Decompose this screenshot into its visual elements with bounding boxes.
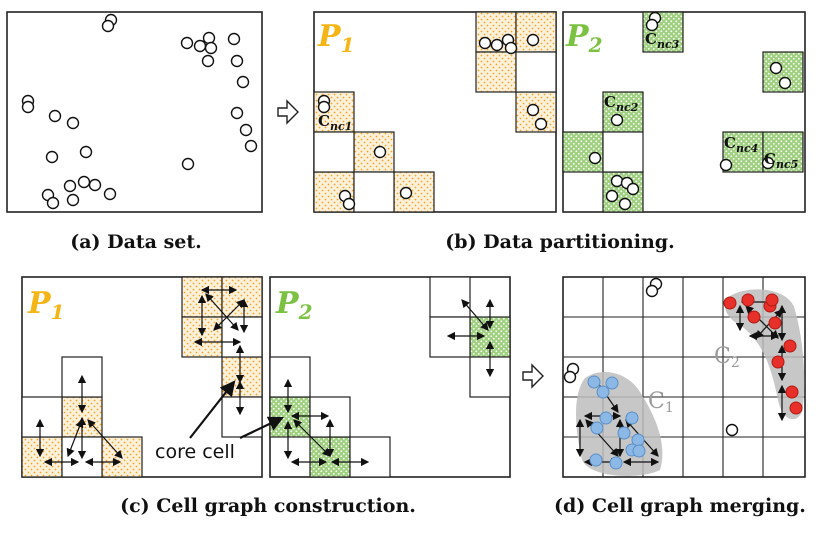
c-p2-label: P2 [275,286,313,324]
core-cell-annotation: core cell [155,380,284,463]
cell-label-nc5: Cnc5 [764,150,798,171]
c-p2-edges [283,298,495,467]
panel-c-p1-graph: P1 [21,276,263,478]
panel-d-merged-graph: C1 C2 [562,276,806,478]
core-cell-pointer-right [239,416,284,439]
cell-label-nc2: Cnc2 [604,93,639,114]
arrow-c-to-d [522,363,544,389]
cluster-1-points [587,375,646,470]
caption-c: (c) Cell graph construction. [120,495,416,517]
c-p1-label: P1 [27,286,64,324]
p1-label: P1 [317,19,354,57]
caption-b: (b) Data partitioning. [445,231,674,253]
arrow-a-to-b [277,99,299,125]
p2-label: P2 [565,19,603,57]
core-cell-pointer-left [189,380,236,439]
panel-a-data-set [6,11,263,213]
panel-b-partition-p1: P1 Cnc1 [313,11,557,213]
caption-d: (d) Cell graph merging. [554,495,806,517]
p1-points [317,33,548,211]
noise-points [563,277,739,437]
caption-a: (a) Data set. [70,231,202,253]
panel-b-partition-p2: P2 Cnc3 Cnc2 Cnc4 Cnc5 [562,11,806,213]
p2-points [588,11,792,211]
panel-a-frame [6,11,263,213]
cluster-1-label: C1 [648,389,674,416]
cluster-2-points [723,293,803,415]
p2-empty-cells [602,131,644,173]
cell-label-nc3: Cnc3 [645,30,680,51]
p2-cells [562,11,804,213]
c-p2-empty-cells [269,276,511,478]
core-cell-label: core cell [155,441,235,463]
panel-c-p2-graph: P2 [269,276,511,478]
cell-label-nc1: Cnc1 [318,112,352,133]
cluster-2-label: C2 [714,344,740,371]
p1-empty-cells [313,51,557,213]
cell-label-nc4: Cnc4 [724,134,758,155]
panel-a-points [21,13,258,210]
c-p1-edges [35,285,249,467]
